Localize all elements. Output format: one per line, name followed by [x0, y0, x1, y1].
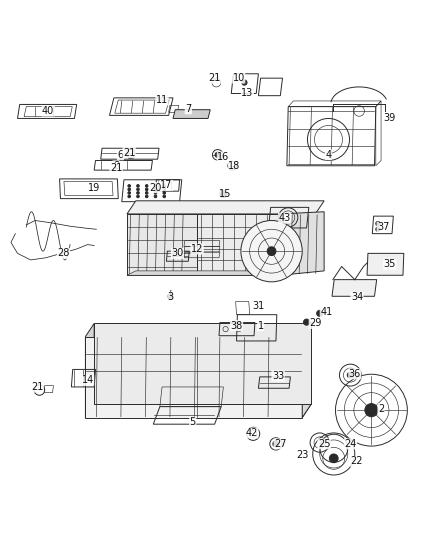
Text: 23: 23: [296, 450, 308, 460]
Circle shape: [137, 195, 139, 198]
Polygon shape: [197, 214, 280, 275]
Circle shape: [242, 80, 247, 85]
Circle shape: [273, 441, 279, 447]
Text: 7: 7: [185, 104, 191, 114]
Circle shape: [128, 195, 131, 198]
Circle shape: [215, 152, 220, 157]
Circle shape: [154, 188, 157, 191]
Text: 8: 8: [113, 161, 119, 171]
Circle shape: [145, 191, 148, 194]
Circle shape: [137, 184, 139, 187]
Text: 14: 14: [81, 375, 94, 385]
Circle shape: [154, 184, 157, 187]
Text: 13: 13: [241, 88, 254, 99]
Text: 21: 21: [123, 148, 135, 158]
Text: 4: 4: [325, 150, 332, 160]
Circle shape: [145, 195, 148, 198]
Text: 10: 10: [233, 73, 245, 83]
Text: 18: 18: [228, 161, 240, 171]
Circle shape: [137, 191, 139, 194]
Circle shape: [329, 454, 338, 463]
Circle shape: [365, 403, 378, 417]
Text: 21: 21: [208, 73, 221, 83]
Circle shape: [168, 294, 173, 299]
Text: 21: 21: [110, 163, 122, 173]
Text: 31: 31: [252, 301, 265, 311]
Text: 24: 24: [344, 439, 357, 449]
Circle shape: [267, 247, 276, 255]
Polygon shape: [127, 214, 197, 275]
Text: 19: 19: [88, 183, 100, 192]
Polygon shape: [280, 212, 324, 275]
Polygon shape: [302, 324, 311, 418]
Text: 30: 30: [171, 248, 184, 259]
Circle shape: [163, 191, 166, 194]
Text: 3: 3: [168, 292, 174, 302]
Text: 22: 22: [351, 456, 363, 466]
Circle shape: [145, 188, 148, 191]
Text: 37: 37: [377, 222, 389, 232]
Circle shape: [154, 195, 157, 198]
Text: 41: 41: [320, 308, 332, 318]
Text: 15: 15: [219, 189, 232, 199]
Text: 33: 33: [272, 371, 284, 381]
Text: 35: 35: [384, 260, 396, 269]
Polygon shape: [94, 324, 311, 405]
Circle shape: [220, 191, 227, 198]
Text: 29: 29: [309, 318, 321, 328]
Circle shape: [145, 184, 148, 187]
Polygon shape: [127, 271, 289, 275]
Text: 40: 40: [42, 106, 54, 116]
Circle shape: [304, 319, 310, 325]
Polygon shape: [127, 201, 324, 214]
Circle shape: [163, 184, 166, 187]
Text: 16: 16: [217, 152, 230, 162]
Text: 25: 25: [318, 439, 330, 449]
Text: 39: 39: [384, 112, 396, 123]
Polygon shape: [367, 253, 404, 275]
Polygon shape: [85, 324, 94, 418]
Circle shape: [241, 221, 302, 282]
Circle shape: [376, 221, 380, 226]
Text: 1: 1: [258, 321, 264, 330]
Text: 38: 38: [230, 321, 243, 330]
Text: 36: 36: [349, 369, 361, 379]
Circle shape: [163, 195, 166, 198]
Text: 34: 34: [351, 292, 363, 302]
Text: 5: 5: [190, 417, 196, 427]
Circle shape: [128, 184, 131, 187]
Polygon shape: [85, 405, 311, 418]
Text: 6: 6: [117, 150, 124, 160]
Circle shape: [317, 310, 323, 317]
Circle shape: [154, 191, 157, 194]
Text: 27: 27: [274, 439, 286, 449]
Text: 21: 21: [31, 382, 43, 392]
Circle shape: [376, 227, 380, 231]
Circle shape: [163, 188, 166, 191]
Circle shape: [347, 372, 353, 378]
Text: 43: 43: [279, 213, 291, 223]
Circle shape: [137, 188, 139, 191]
Polygon shape: [332, 280, 377, 296]
Text: 12: 12: [191, 244, 203, 254]
Polygon shape: [85, 336, 302, 418]
Text: 20: 20: [149, 183, 162, 192]
Text: 42: 42: [246, 428, 258, 438]
Text: 2: 2: [378, 404, 384, 414]
Text: 28: 28: [57, 248, 70, 259]
Polygon shape: [173, 110, 210, 118]
Text: 17: 17: [160, 181, 173, 190]
Circle shape: [128, 191, 131, 194]
Text: 11: 11: [156, 95, 168, 105]
Circle shape: [128, 188, 131, 191]
